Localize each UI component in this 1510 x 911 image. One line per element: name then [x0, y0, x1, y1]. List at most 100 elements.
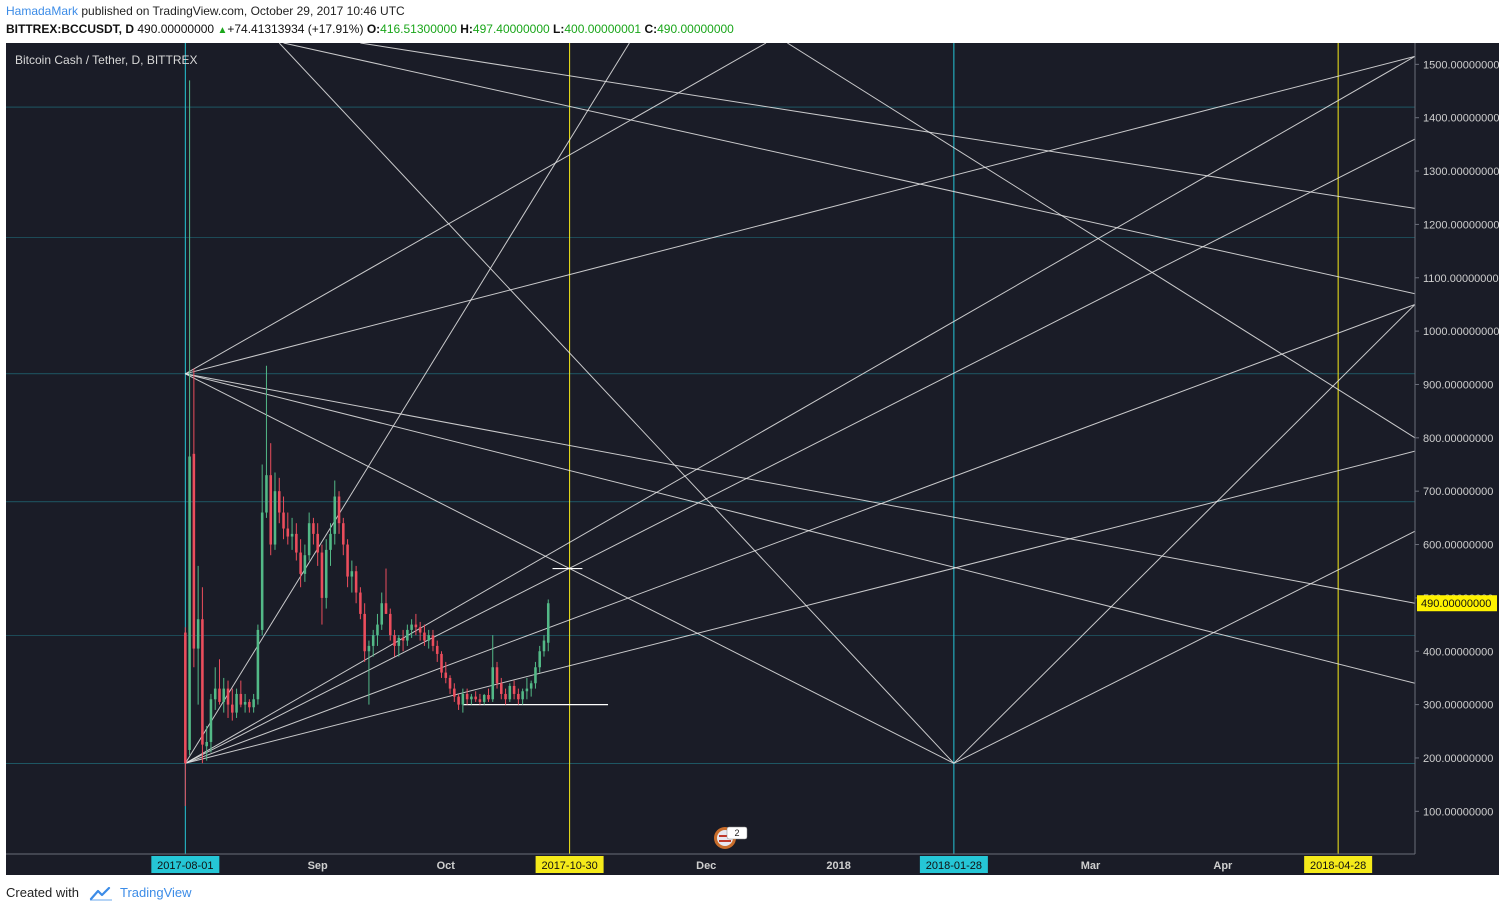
- candle: [529, 680, 533, 697]
- candle-body: [410, 624, 413, 630]
- candle-body: [213, 688, 217, 700]
- candle: [418, 621, 422, 641]
- x-tick-label: 2017-08-01: [157, 860, 213, 872]
- candle-body: [295, 533, 298, 553]
- y-tick-label: 1300.00000000: [1423, 166, 1499, 178]
- candle-body: [388, 613, 392, 636]
- y-tick-label: 900.00000000: [1423, 379, 1493, 391]
- event-flag-icon[interactable]: 2: [714, 826, 748, 849]
- candle-body: [448, 677, 452, 689]
- candle-body: [401, 637, 405, 641]
- tradingview-link[interactable]: TradingView: [120, 885, 192, 900]
- chart-title: Bitcoin Cash / Tether, D, BITTREX: [15, 53, 198, 67]
- symbol-label: BITTREX:BCCUSDT, D: [6, 22, 134, 36]
- candle: [401, 629, 405, 652]
- candle-body: [525, 688, 529, 692]
- candle-body: [188, 456, 191, 750]
- candle-body: [363, 613, 366, 652]
- x-tick-label: Mar: [1081, 860, 1101, 872]
- candle-body: [222, 688, 226, 702]
- candle: [508, 683, 512, 702]
- gann-fan-line: [184, 43, 630, 764]
- candle: [512, 680, 516, 700]
- candle-body: [504, 693, 507, 700]
- chart-panel[interactable]: 100.00000000 200.00000000 300.00000000 400.…: [6, 43, 1499, 875]
- candle: [384, 568, 388, 614]
- candle: [312, 517, 315, 545]
- candle-body: [333, 496, 337, 534]
- author-link[interactable]: HamadaMark: [6, 4, 79, 18]
- candle-body: [474, 696, 477, 700]
- candle: [205, 725, 208, 761]
- x-axis-area: [6, 854, 1415, 875]
- gann-fan-line: [360, 43, 1415, 209]
- footer: Created with TradingView: [6, 885, 192, 901]
- x-tick-highlight: [919, 856, 988, 873]
- candle-body: [465, 693, 469, 700]
- candle: [397, 635, 401, 657]
- y-tick-label: 400.00000000: [1423, 646, 1493, 658]
- candle-body: [534, 667, 537, 684]
- candle: [435, 640, 439, 662]
- candle: [517, 688, 520, 705]
- y-tick-label: 1100.00000000: [1423, 273, 1499, 285]
- published-text: published on TradingView.com, October 29…: [81, 4, 405, 18]
- gann-fan-line: [185, 450, 1415, 764]
- y-tick-label: 800.00000000: [1423, 433, 1493, 445]
- y-tick-label: 300.00000000: [1423, 700, 1493, 712]
- candle: [235, 688, 238, 718]
- svg-text:2: 2: [734, 828, 739, 838]
- candle-body: [500, 683, 503, 694]
- candle-body: [546, 603, 550, 643]
- candle: [333, 480, 337, 545]
- candle: [303, 544, 307, 582]
- candle-body: [414, 624, 418, 628]
- last-price-label: 490.00000000: [1421, 598, 1491, 610]
- candle-body: [303, 555, 307, 574]
- candle: [218, 659, 221, 705]
- candle-body: [521, 691, 524, 700]
- candle: [440, 651, 443, 678]
- price-chart[interactable]: 100.00000000 200.00000000 300.00000000 400.…: [6, 43, 1499, 875]
- publish-line: HamadaMark published on TradingView.com,…: [6, 4, 405, 18]
- candle: [320, 544, 324, 625]
- gann-fan-line: [185, 373, 1415, 684]
- tradingview-logo-icon: [89, 886, 112, 901]
- candle-body: [538, 651, 541, 668]
- candle-body: [235, 693, 238, 713]
- candle-body: [277, 491, 281, 513]
- high-value: 497.40000000: [472, 22, 550, 36]
- x-tick-label: Sep: [308, 860, 328, 872]
- candle-body: [346, 544, 349, 577]
- candle-body: [320, 552, 324, 598]
- candle-body: [359, 592, 362, 614]
- gann-fan-line: [278, 43, 955, 764]
- candle-body: [376, 624, 379, 636]
- gann-fan-line: [283, 43, 1415, 295]
- candle-body: [406, 629, 409, 641]
- candle: [546, 599, 550, 652]
- candle-body: [239, 693, 243, 705]
- y-tick-label: 700.00000000: [1423, 486, 1493, 498]
- x-tick-label: 2017-10-30: [541, 860, 597, 872]
- gann-fan-line: [185, 138, 1415, 764]
- candle: [239, 680, 243, 708]
- candle: [525, 677, 529, 700]
- candle: [406, 624, 409, 646]
- x-tick-highlight: [151, 856, 220, 873]
- gann-fan-line: [787, 43, 1415, 439]
- candle: [414, 613, 418, 636]
- candle: [282, 496, 285, 540]
- candle: [273, 472, 277, 550]
- candle: [337, 491, 341, 534]
- candle: [316, 523, 319, 566]
- gann-fan-line: [185, 55, 1415, 764]
- candle: [346, 539, 349, 588]
- candle: [324, 539, 328, 609]
- candle: [188, 80, 191, 756]
- candle: [260, 464, 264, 636]
- candle: [243, 693, 247, 713]
- y-tick-label: 200.00000000: [1423, 753, 1493, 765]
- candle-body: [324, 549, 328, 598]
- x-tick-label: Oct: [437, 860, 456, 872]
